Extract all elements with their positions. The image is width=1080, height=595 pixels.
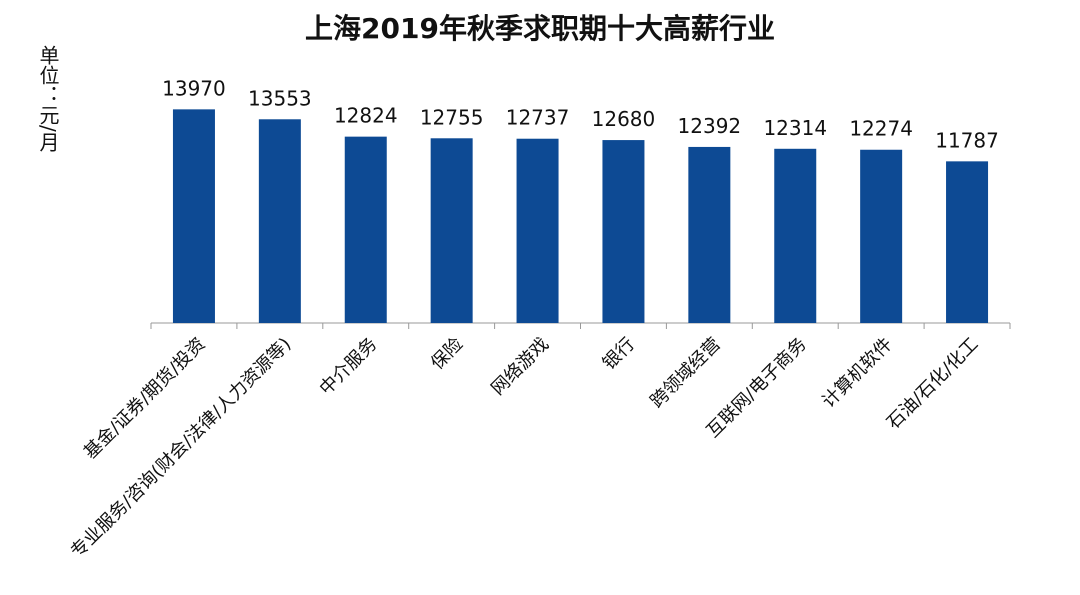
bar: [258, 119, 301, 324]
bar: [344, 136, 387, 323]
bar: [430, 138, 473, 323]
value-label: 13970: [162, 76, 226, 100]
x-tick-label: 网络游戏: [487, 334, 553, 400]
value-label: 12680: [592, 107, 656, 131]
bar: [946, 161, 989, 323]
value-label: 11787: [935, 128, 999, 152]
x-tick-label: 银行: [599, 334, 639, 374]
bar: [774, 148, 817, 323]
chart-title: 上海2019年秋季求职期十大高薪行业: [305, 12, 775, 45]
x-tick-label: 跨领域经营: [646, 334, 724, 412]
value-label: 12737: [506, 106, 570, 130]
y-axis-label: 单位：元/月: [36, 45, 60, 152]
value-label: 13553: [248, 86, 312, 110]
bar: [688, 146, 731, 323]
value-label: 12274: [849, 117, 913, 141]
bar: [860, 149, 903, 323]
bar: [172, 109, 215, 323]
x-tick-label: 计算机软件: [818, 334, 896, 412]
bar: [602, 140, 645, 323]
value-label: 12755: [420, 105, 484, 129]
x-tick-label: 中介服务: [316, 334, 382, 400]
x-tick-label: 保险: [427, 334, 467, 374]
value-label: 12392: [678, 114, 742, 138]
value-label: 12314: [763, 116, 827, 140]
value-label: 12824: [334, 104, 398, 128]
x-tick-label: 石油/石化/化工: [883, 334, 983, 434]
bar: [516, 138, 559, 323]
